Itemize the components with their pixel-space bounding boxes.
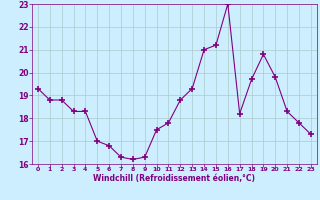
X-axis label: Windchill (Refroidissement éolien,°C): Windchill (Refroidissement éolien,°C) (93, 174, 255, 183)
